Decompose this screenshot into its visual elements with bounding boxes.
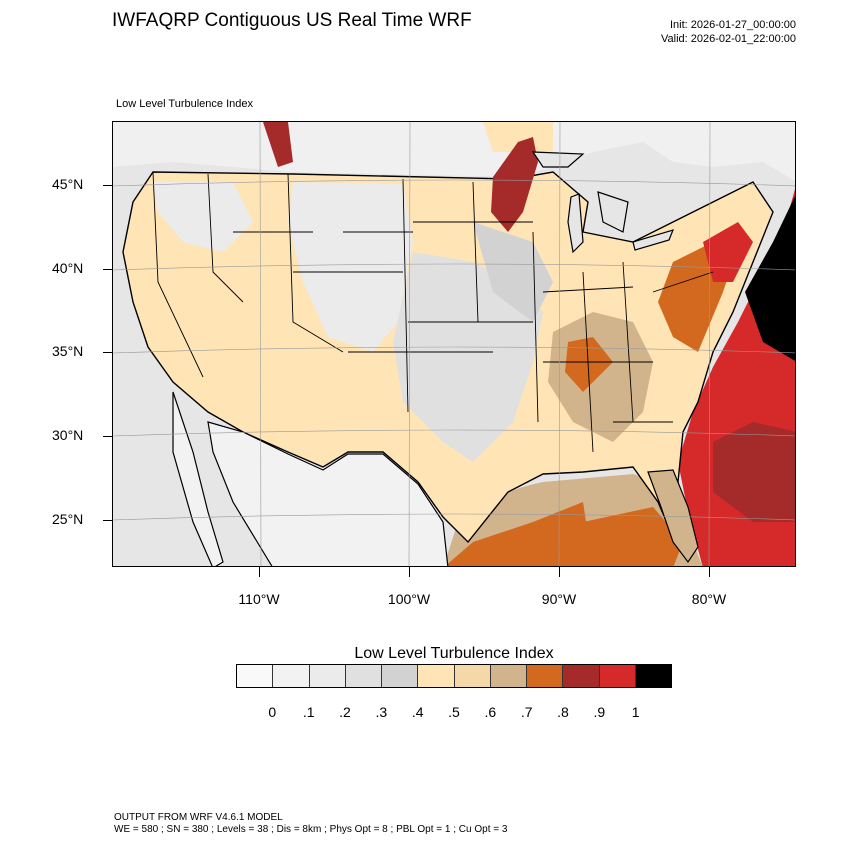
tennessee-high-region xyxy=(565,337,613,392)
gulf-high-shading-east xyxy=(583,507,683,566)
lon-tick-label: 110°W xyxy=(238,591,280,607)
lat-tick-mark xyxy=(103,436,112,437)
lat-tick-mark xyxy=(103,352,112,353)
colorbar-label: .4 xyxy=(411,704,424,720)
map-title: IWFAQRP Contiguous US Real Time WRF xyxy=(112,10,472,31)
state-boundaries xyxy=(152,171,714,453)
northwest-low-region xyxy=(153,182,253,252)
graticule-lines xyxy=(113,122,795,566)
colorbar-swatch xyxy=(237,665,274,687)
colorbar-swatch xyxy=(345,665,382,687)
colorbar-label: .3 xyxy=(375,704,388,720)
lon-tick-mark xyxy=(259,567,260,577)
rockies-low-region xyxy=(288,182,413,352)
lat-tick-label: 40°N xyxy=(52,260,84,276)
lon-tick-label: 90°W xyxy=(541,591,577,607)
lake-erie xyxy=(632,229,675,251)
colorbar-label: .1 xyxy=(302,704,315,720)
colorbar-label: .7 xyxy=(520,704,533,720)
colorbar-swatch xyxy=(490,665,527,687)
lon-tick-label: 80°W xyxy=(691,591,727,607)
turbulence-map xyxy=(113,122,795,566)
lon-tick-label: 100°W xyxy=(387,591,431,607)
upper-midwest-high-region xyxy=(491,137,538,232)
lon-tick-mark xyxy=(409,567,410,577)
lon-tick-mark xyxy=(709,567,710,577)
model-footer: OUTPUT FROM WRF V4.6.1 MODEL xyxy=(114,812,283,823)
colorbar-swatch xyxy=(309,665,346,687)
lat-tick-label: 35°N xyxy=(52,343,84,359)
init-time: Init: 2026-01-27_00:00:00 xyxy=(670,19,796,31)
lat-tick-label: 25°N xyxy=(52,511,84,527)
colorbar-title: Low Level Turbulence Index xyxy=(354,645,554,662)
plains-low-region xyxy=(393,252,543,462)
lake-huron xyxy=(597,191,629,233)
colorbar-swatch xyxy=(599,665,636,687)
mid-atlantic-max-region xyxy=(703,222,753,282)
field-label: Low Level Turbulence Index xyxy=(116,98,253,110)
canada-plains-shading xyxy=(483,122,553,152)
canada-rockies-shading xyxy=(263,122,293,167)
colorbar-label: .9 xyxy=(593,704,606,720)
lake-superior xyxy=(531,151,585,168)
colorbar-swatch xyxy=(563,665,600,687)
lat-tick-label: 30°N xyxy=(52,427,84,443)
colorbar-label: 1 xyxy=(631,704,640,720)
colorbar xyxy=(236,664,672,688)
baja-california xyxy=(172,391,224,566)
lat-tick-mark xyxy=(103,269,112,270)
colorbar-swatch xyxy=(382,665,419,687)
colorbar-label: .2 xyxy=(339,704,351,720)
gulf-high-shading xyxy=(445,502,593,566)
colorbar-swatch xyxy=(527,665,564,687)
colorbar-label: .6 xyxy=(484,704,497,720)
colorbar-swatch xyxy=(273,665,310,687)
atlantic-mid-shading xyxy=(713,422,795,522)
colorbar-label: .8 xyxy=(557,704,569,720)
model-params-footer: WE = 580 ; SN = 380 ; Levels = 38 ; Dis … xyxy=(114,824,508,835)
lake-michigan xyxy=(567,193,584,254)
colorbar-swatch xyxy=(635,665,671,687)
florida-peninsula xyxy=(647,469,699,564)
lat-tick-mark xyxy=(103,185,112,186)
map-panel xyxy=(112,121,796,567)
lat-tick-mark xyxy=(103,520,112,521)
colorbar-label: 0 xyxy=(268,704,277,720)
valid-time: Valid: 2026-02-01_22:00:00 xyxy=(661,33,796,45)
lat-tick-label: 45°N xyxy=(52,176,84,192)
colorbar-swatch xyxy=(454,665,491,687)
mexico-region xyxy=(207,421,449,566)
colorbar-swatch xyxy=(418,665,455,687)
colorbar-label: .5 xyxy=(448,704,460,720)
atlantic-max-shading xyxy=(745,196,795,361)
lon-tick-mark xyxy=(559,567,560,577)
